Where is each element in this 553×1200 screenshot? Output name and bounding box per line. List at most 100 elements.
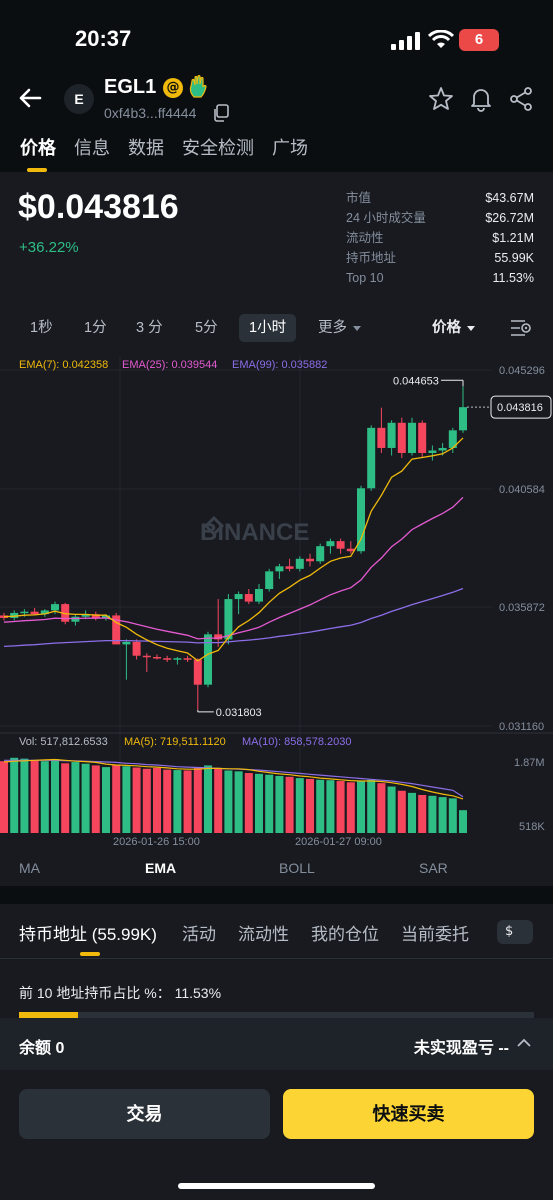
candle-body-44 [448,430,457,448]
volume-bar-16 [163,769,172,833]
last-price-label: 0.043816 [497,402,543,414]
low-price-label: 0.031803 [216,707,262,719]
sub-tab-my-position[interactable]: 我的仓位 [311,925,379,944]
volume-bar-39 [397,790,406,833]
back-arrow-icon[interactable] [16,84,44,112]
holders-section: 前 10 地址持币占比 %： 11.53% [0,958,553,1021]
kline-svg[interactable]: BINANCE EMA(7): 0.042358 EMA(25): 0.0395… [0,356,553,854]
volume-bar-8 [81,763,90,833]
volume-legend: Vol: 517,812.6533 [19,736,108,748]
volume-bar-26 [265,774,274,833]
ema99-line [3,587,464,648]
ema7-legend: EMA(7): 0.042358 [19,359,108,371]
kline-chart[interactable]: BINANCE EMA(7): 0.042358 EMA(25): 0.0395… [0,356,553,854]
volume-bar-0 [0,761,8,833]
volume-bar-11 [112,764,121,833]
price-tick-1: 0.040584 [499,484,545,496]
candle-body-21 [214,634,223,640]
ema25-line [3,496,464,640]
candle-body-31 [316,546,325,562]
candle-body-4 [40,610,49,615]
candle-body-5 [51,604,59,611]
top10-holders-text: 前 10 地址持币占比 %： 11.53% [19,985,222,1001]
home-indicator [178,1183,375,1189]
volume-bar-12 [122,766,131,833]
tab-info[interactable]: 信息 [74,138,110,158]
indicator-sar[interactable]: SAR [419,860,448,876]
quick-trade-button[interactable]: 快速买卖 [283,1089,534,1139]
trade-button[interactable]: 交易 [19,1089,270,1139]
chevron-down-icon [353,325,361,331]
volume-bar-41 [418,794,427,833]
interval-1m[interactable]: 1分 [84,320,107,336]
volume-bar-33 [336,781,345,833]
chevron-up-icon[interactable] [517,1038,531,1048]
candle-body-35 [357,488,365,552]
volume-bar-4 [40,761,49,833]
vol-tick-0: 1.87M [514,757,545,769]
candle-body-15 [153,656,161,659]
volume-bar-20 [204,765,212,833]
volume-bar-37 [377,783,386,833]
ema7-line [3,437,464,662]
chart-grid [0,356,492,834]
share-icon[interactable] [508,86,534,112]
interval-more-dropdown[interactable]: 更多 [318,314,361,342]
candle-body-10 [102,615,110,618]
candle-body-36 [367,427,376,489]
candle-body-25 [255,588,263,602]
indicator-boll[interactable]: BOLL [279,860,315,876]
section-divider [0,886,553,904]
interval-1h[interactable]: 1小时 [239,314,297,342]
copy-icon[interactable] [212,104,230,122]
currency-toggle[interactable]: $ [497,920,533,944]
candle-body-29 [295,558,304,569]
volume-bar-21 [214,768,223,833]
star-icon[interactable] [428,86,454,112]
volume-bar-23 [234,771,243,833]
price-panel: $0.043816 +36.22% 市值 $43.67M 24 小时成交量 $26.… [0,172,553,300]
volume-bar-44 [448,798,457,833]
volume-ma-lines [3,758,464,800]
indicator-ema[interactable]: EMA [145,860,177,876]
candles [0,386,467,710]
tab-data[interactable]: 数据 [128,138,164,158]
candle-body-18 [183,658,192,660]
volume-bar-35 [357,781,365,833]
price-tick-3: 0.031160 [499,721,544,733]
volume-bar-27 [275,775,284,833]
sub-tab-holders[interactable]: 持币地址 (55.99K) [19,925,157,944]
interval-1s[interactable]: 1秒 [30,320,53,336]
candle-body-20 [204,634,212,685]
balance-bar[interactable]: 余额 0 未实现盈亏 -- [0,1018,553,1070]
bell-icon[interactable] [468,86,494,112]
volume-bar-32 [326,780,335,833]
volume-bar-19 [193,767,202,833]
sub-tab-activity[interactable]: 活动 [182,925,216,944]
volume-bar-14 [142,768,151,833]
price-mode-dropdown[interactable]: 价格 [432,314,475,342]
header: E EGL1 @ 0xf4b3...ff4444 [0,70,553,130]
sub-tab-liquidity[interactable]: 流动性 [238,925,289,944]
candle-body-23 [234,594,243,600]
contract-address: 0xf4b3...ff4444 [104,105,197,121]
price-mode-label: 价格 [432,320,461,336]
candle-body-39 [397,422,406,454]
tab-square[interactable]: 广场 [272,138,308,158]
tab-security[interactable]: 安全检测 [182,138,254,158]
volume-bar-36 [367,779,376,833]
indicator-ma[interactable]: MA [19,860,40,876]
candle-body-24 [244,594,253,602]
sub-tab-open-orders[interactable]: 当前委托 [401,925,469,944]
interval-3m[interactable]: 3 分 [136,320,163,336]
chart-settings-icon[interactable] [510,319,532,337]
price-markers: 0.044653 0.031803 0.043816 [197,375,552,719]
volume-bar-9 [91,765,100,833]
interval-bar: 1秒 1分 3 分 5分 1小时 更多 价格 [0,300,553,356]
candle-body-12 [122,641,131,645]
interval-5m[interactable]: 5分 [195,320,218,336]
ma5-legend: MA(5): 719,511.1120 [124,736,226,748]
candle-body-16 [163,658,172,660]
tab-price[interactable]: 价格 [20,130,56,172]
volume-bar-1 [10,757,19,833]
